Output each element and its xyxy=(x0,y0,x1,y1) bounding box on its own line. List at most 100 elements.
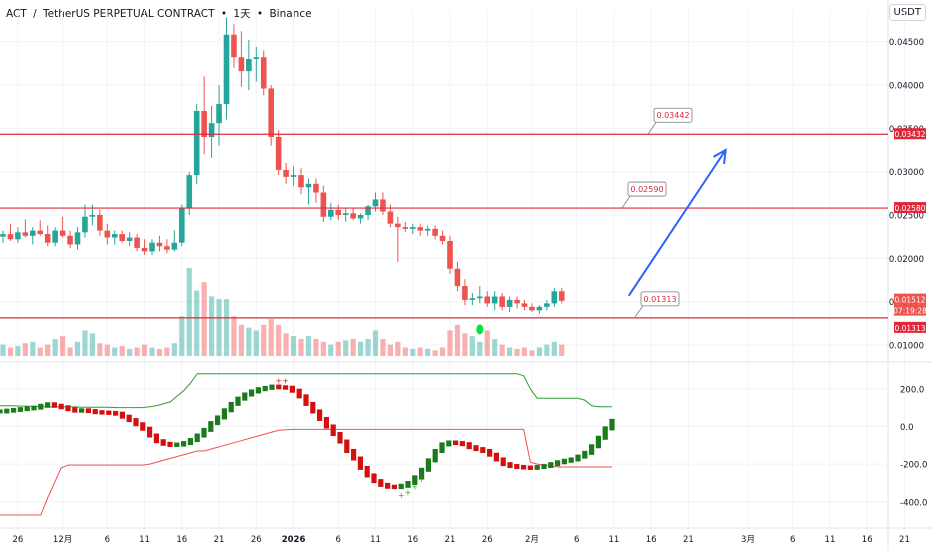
osc-block xyxy=(521,464,527,470)
osc-block xyxy=(398,483,404,490)
candle-body xyxy=(104,230,111,238)
candle-body xyxy=(193,111,200,176)
candle-body xyxy=(365,206,371,215)
candle-body xyxy=(506,299,513,307)
volume-bar xyxy=(417,347,423,356)
osc-block xyxy=(51,402,57,408)
candle-body xyxy=(111,234,118,238)
price-tick-label: 0.04000 xyxy=(889,82,924,92)
time-tick-label: 11 xyxy=(825,535,836,545)
volume-bar xyxy=(238,324,244,356)
osc-block xyxy=(364,465,370,478)
osc-block xyxy=(113,410,119,416)
time-tick-label: 11 xyxy=(139,535,150,545)
candle-body xyxy=(521,303,528,307)
candle-body xyxy=(350,213,356,219)
osc-block xyxy=(541,464,547,469)
osc-block xyxy=(194,433,200,443)
candle-body xyxy=(171,242,178,250)
volume-bar xyxy=(432,350,438,356)
price-tick-label: 0.03000 xyxy=(889,168,924,178)
callout-leader xyxy=(647,122,657,135)
time-tick-label: 6 xyxy=(574,535,579,545)
volume-bar xyxy=(447,330,453,356)
osc-block xyxy=(235,396,241,406)
price-tick-label: 0.02500 xyxy=(889,212,924,222)
osc-block xyxy=(500,457,506,467)
osc-tick-label: -200.0 xyxy=(900,461,927,471)
candle-body xyxy=(544,303,550,307)
osc-block xyxy=(276,384,282,390)
volume-bar xyxy=(358,341,364,356)
osc-tick-label: 200.0 xyxy=(900,385,924,395)
candle-body xyxy=(37,230,44,235)
candle-body xyxy=(126,237,133,241)
candle-body xyxy=(424,228,431,231)
candle-body xyxy=(514,299,520,304)
volume-bar xyxy=(521,347,528,356)
symbol: ACT xyxy=(6,8,27,20)
candle-body xyxy=(335,209,342,215)
volume-bar xyxy=(22,343,28,356)
callout-label: 0.01313 xyxy=(643,295,676,304)
candle-body xyxy=(395,223,401,228)
candle-body xyxy=(149,242,155,252)
osc-block xyxy=(568,457,574,463)
volume-bar xyxy=(551,341,557,356)
volume-bar xyxy=(149,347,155,356)
candle-body xyxy=(82,216,88,233)
callout-box xyxy=(653,107,693,123)
candle-body xyxy=(186,175,193,209)
osc-block xyxy=(160,439,166,446)
currency-button[interactable]: USDT xyxy=(888,4,926,21)
candle-body xyxy=(484,296,491,304)
osc-plus-marker: + xyxy=(405,488,412,497)
volume-bar xyxy=(60,336,66,356)
volume-bar xyxy=(15,346,21,356)
osc-block xyxy=(242,392,248,401)
volume-bar xyxy=(45,344,51,356)
candle-body xyxy=(477,296,483,299)
osc-block xyxy=(181,441,187,447)
candle-body xyxy=(387,211,394,224)
volume-bar xyxy=(253,330,259,356)
candle-body xyxy=(179,208,185,243)
osc-block xyxy=(514,464,520,469)
time-tick-label: 6 xyxy=(790,535,795,545)
candle-body xyxy=(499,296,505,307)
candle-body xyxy=(439,235,446,241)
price-tick-label: 0.02000 xyxy=(889,255,924,265)
callout-label: 0.02590 xyxy=(630,185,663,194)
volume-bar xyxy=(67,347,73,356)
candle-body xyxy=(7,234,14,240)
callout-box xyxy=(627,181,667,197)
price-tag-label: 07:19:28 xyxy=(893,307,927,316)
osc-block xyxy=(215,415,221,426)
osc-block xyxy=(391,484,397,490)
candle-body xyxy=(216,104,222,124)
volume-bar xyxy=(507,347,513,356)
candle-body xyxy=(320,192,327,217)
volume-bar xyxy=(231,316,237,356)
volume-bar xyxy=(544,344,550,356)
time-tick-label: 11 xyxy=(370,535,381,545)
osc-block xyxy=(323,416,329,429)
osc-block xyxy=(439,442,445,453)
time-tick-label: 16 xyxy=(646,535,657,545)
time-tick-label: 11 xyxy=(608,535,619,545)
volume-bar xyxy=(492,338,498,356)
candle-body xyxy=(52,230,58,243)
candle-body xyxy=(409,227,416,229)
volume-bar xyxy=(134,347,140,356)
osc-block xyxy=(480,447,486,453)
candle-body xyxy=(238,57,245,72)
osc-block xyxy=(92,409,98,415)
candle-body xyxy=(558,291,565,301)
osc-block xyxy=(119,411,125,419)
candle-body xyxy=(119,234,125,241)
osc-block xyxy=(385,482,391,489)
osc-block xyxy=(534,464,540,470)
volume-bar xyxy=(186,267,192,356)
time-tick-label: 16 xyxy=(862,535,873,545)
candle-body xyxy=(447,241,453,269)
